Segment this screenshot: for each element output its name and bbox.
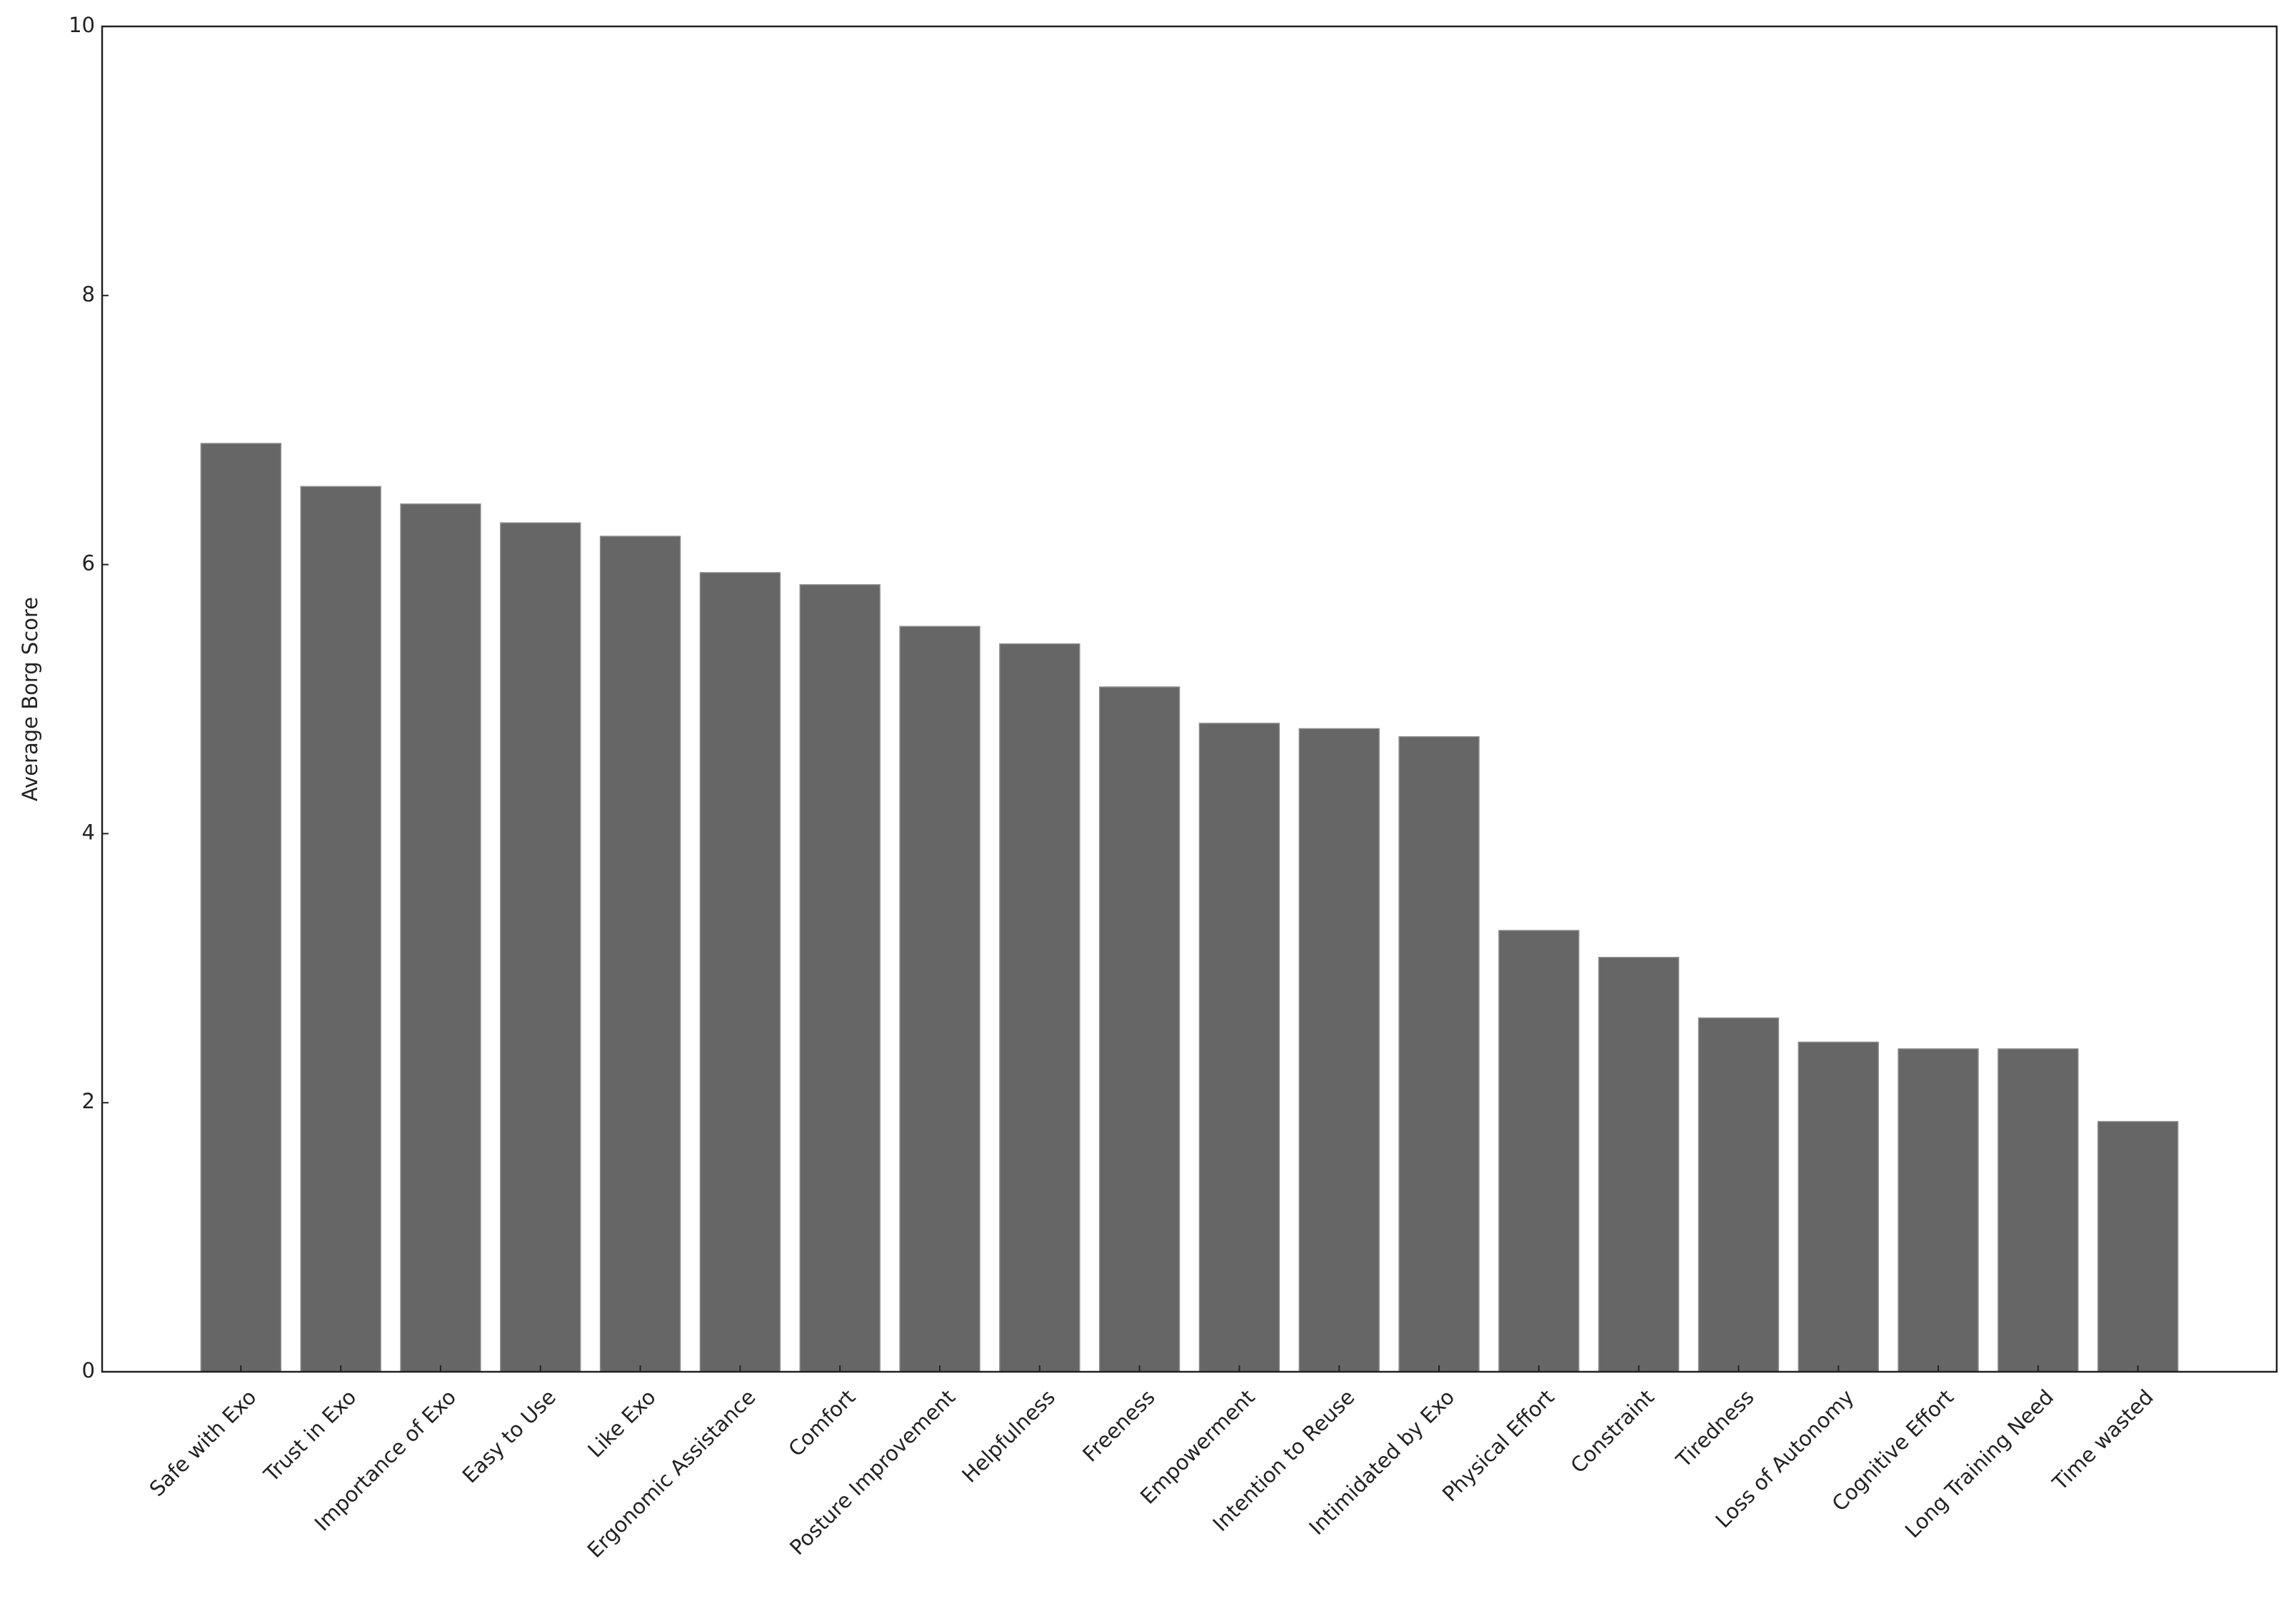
bar (799, 584, 881, 1372)
bar (1198, 723, 1280, 1372)
bar (2097, 1120, 2179, 1372)
bar (400, 503, 481, 1372)
x-tick-label: Safe with Exo (145, 1385, 261, 1501)
bar (1498, 930, 1580, 1372)
x-tick-label: Ergonomic Assistance (583, 1385, 761, 1562)
y-axis-label: Average Borg Score (18, 597, 42, 801)
bar (1598, 956, 1680, 1372)
bar (200, 443, 282, 1372)
x-tick-label: Freeness (1078, 1385, 1160, 1467)
y-tick-label: 8 (82, 282, 95, 306)
x-tick-label: Tiredness (1671, 1385, 1759, 1472)
y-tick-label: 10 (69, 13, 95, 37)
bar (599, 536, 681, 1372)
x-tick-label: Trust in Exo (259, 1385, 361, 1487)
x-tick-label: Time wasted (2047, 1385, 2158, 1495)
y-tick-label: 0 (82, 1358, 95, 1382)
bar (1698, 1017, 1780, 1372)
bar (1098, 686, 1180, 1372)
bar (999, 643, 1081, 1372)
bar (500, 522, 581, 1372)
bar (1798, 1041, 1879, 1372)
plot-frame (101, 25, 2278, 1373)
x-tick-label: Constraint (1565, 1385, 1658, 1477)
x-tick-label: Helpfulness (957, 1385, 1060, 1487)
x-tick-label: Posture Improvement (785, 1385, 960, 1560)
y-tick-label: 2 (82, 1089, 95, 1113)
x-tick-label: Easy to Use (458, 1385, 561, 1487)
bar (1398, 736, 1480, 1372)
bar (300, 486, 381, 1372)
bar (1298, 728, 1380, 1372)
x-tick-label: Comfort (783, 1385, 860, 1461)
bar (1898, 1048, 1979, 1372)
y-tick-label: 6 (82, 551, 95, 576)
bar (699, 572, 781, 1372)
x-tick-label: Like Exo (583, 1385, 660, 1462)
bar (899, 626, 981, 1372)
y-tick-label: 4 (82, 820, 95, 844)
bar (1997, 1048, 2079, 1372)
